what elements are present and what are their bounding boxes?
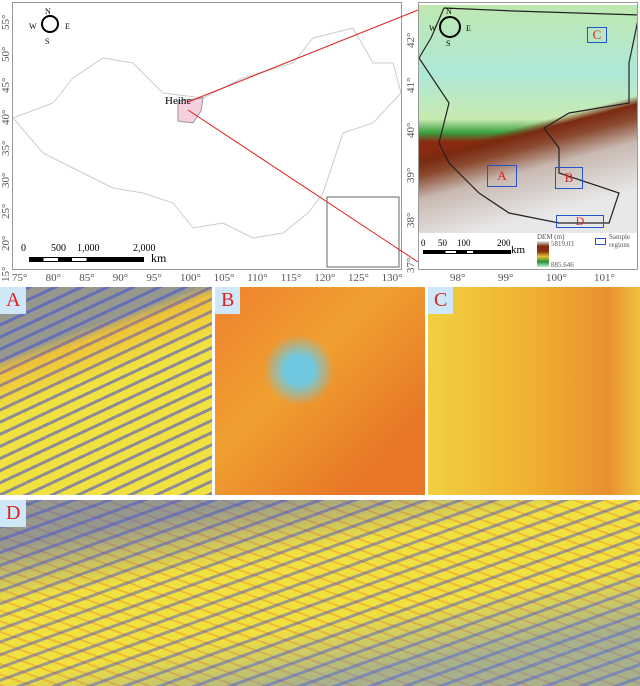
sample-box-d[interactable]: D bbox=[556, 215, 604, 228]
tick-label: 42° bbox=[405, 32, 417, 48]
tick-label: 125° bbox=[348, 272, 369, 284]
panel-label: A bbox=[0, 287, 27, 314]
panel-label: B bbox=[215, 287, 241, 314]
dem-raster bbox=[419, 5, 637, 233]
tick-label: 105° bbox=[213, 272, 235, 284]
panel-b: B bbox=[215, 287, 425, 495]
heihe-label: Heihe bbox=[165, 95, 192, 107]
tick-label: 39° bbox=[405, 167, 417, 183]
tick-label: 90° bbox=[112, 272, 129, 284]
tick-label: 37° bbox=[405, 257, 417, 273]
tick-label: 85° bbox=[79, 272, 95, 284]
tick-label: 115° bbox=[280, 272, 302, 284]
scale-bar: 0 500 1,000 2,000 km bbox=[21, 243, 167, 265]
compass-icon: N W E S bbox=[429, 7, 471, 48]
tick-label: 130° bbox=[381, 272, 403, 284]
overview-map: Heihe N W E S 0 500 1,000 2,000 km bbox=[12, 2, 402, 270]
panel-label: C bbox=[428, 287, 454, 314]
tick-label: 80° bbox=[45, 272, 61, 284]
leader-lines bbox=[187, 9, 419, 263]
sample-box-b[interactable]: B bbox=[555, 167, 583, 189]
south-china-sea-inset bbox=[326, 196, 400, 268]
tick-label: 40° bbox=[405, 122, 417, 138]
tick-label: 120° bbox=[314, 272, 336, 284]
sample-box-a[interactable]: A bbox=[487, 165, 517, 187]
tick-label: 101° bbox=[594, 272, 615, 284]
dem-scale-bar: 0 50 100 200 km bbox=[421, 238, 526, 256]
dem-legend: DEM (m) 5819.03 885.646 Sample regions bbox=[537, 233, 630, 269]
tick-label: 41° bbox=[405, 77, 417, 93]
tick-label: 110° bbox=[247, 272, 268, 284]
tick-label: 98° bbox=[450, 272, 466, 284]
basin-boundary bbox=[419, 7, 637, 224]
tick-label: 100° bbox=[180, 272, 201, 284]
panel-d: D bbox=[0, 500, 640, 686]
sample-box-c[interactable]: C bbox=[587, 27, 607, 43]
dem-map: C A B D N W E S 0 50 100 200 km DEM (m) … bbox=[418, 2, 638, 270]
panel-a: A bbox=[0, 287, 212, 495]
compass-icon: N W E S bbox=[29, 7, 70, 46]
panel-label: D bbox=[0, 500, 27, 527]
heihe-region[interactable] bbox=[177, 97, 204, 124]
tick-label: 75° bbox=[12, 272, 28, 284]
china-outline bbox=[13, 27, 401, 268]
tick-label: 95° bbox=[146, 272, 162, 284]
panel-c: C bbox=[428, 287, 640, 495]
tick-label: 99° bbox=[498, 272, 514, 284]
tick-label: 38° bbox=[405, 212, 417, 228]
tick-label: 100° bbox=[546, 272, 567, 284]
